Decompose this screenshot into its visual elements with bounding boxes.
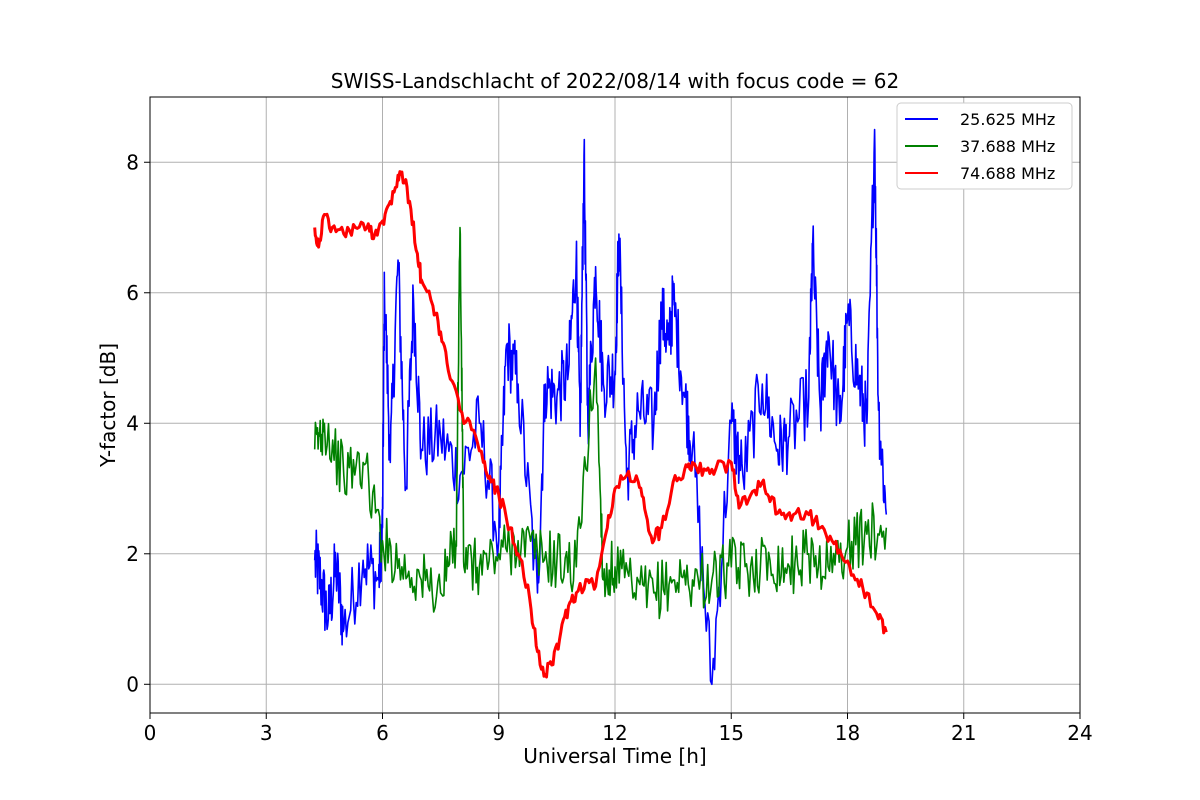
x-tick-label: 24 (1067, 721, 1092, 745)
series-line-1 (313, 128, 888, 686)
x-tick-label: 0 (144, 721, 157, 745)
x-tick-label: 6 (376, 721, 389, 745)
y-axis-label: Y-factor [dB] (96, 343, 120, 468)
y-tick-label: 6 (126, 281, 139, 305)
legend-box (896, 102, 1073, 190)
series-line-3 (313, 170, 888, 679)
y-tick-label: 2 (126, 542, 139, 566)
legend-label-3: 74.688 MHz (960, 164, 1055, 183)
y-tick-label: 8 (126, 150, 139, 174)
x-tick-label: 21 (951, 721, 976, 745)
legend-label-1: 25.625 MHz (960, 110, 1055, 129)
chart-title: SWISS-Landschlacht of 2022/08/14 with fo… (331, 69, 899, 93)
x-axis-label: Universal Time [h] (523, 744, 706, 768)
x-tick-label: 9 (492, 721, 505, 745)
x-tick-label: 12 (602, 721, 627, 745)
legend: 25.625 MHz 37.688 MHz 74.688 MHz (896, 102, 1073, 190)
legend-label-2: 37.688 MHz (960, 137, 1055, 156)
series-group (313, 128, 888, 686)
y-tick-label: 4 (126, 411, 139, 435)
x-tick-label: 3 (260, 721, 273, 745)
series-line-2 (313, 226, 888, 620)
x-tick-label: 15 (719, 721, 744, 745)
y-tick-label: 0 (126, 672, 139, 696)
x-tick-label: 18 (835, 721, 860, 745)
